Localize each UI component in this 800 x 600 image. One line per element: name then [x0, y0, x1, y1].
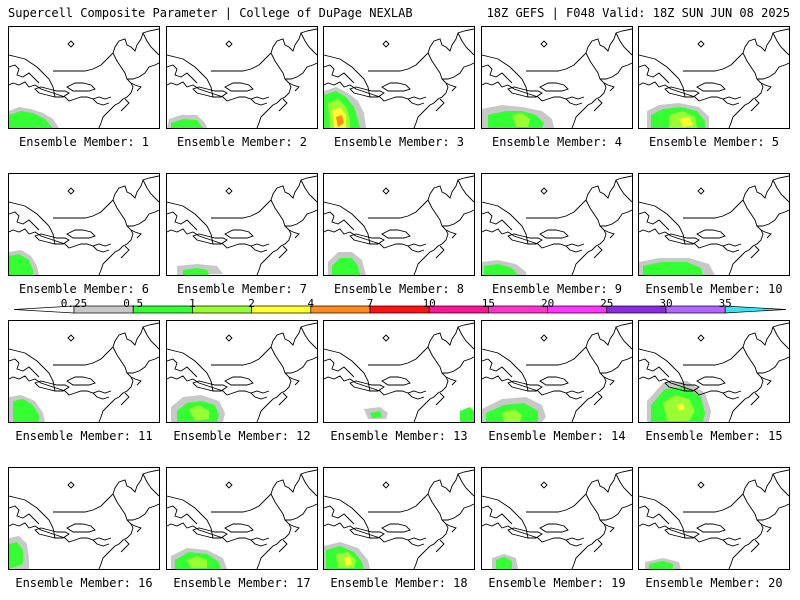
ensemble-member-label: Ensemble Member: 10: [645, 282, 783, 296]
ensemble-map-panel: [481, 467, 633, 570]
ensemble-map-panel: [8, 467, 160, 570]
ensemble-map-panel: [323, 26, 475, 129]
ensemble-member-label: Ensemble Member: 11: [15, 429, 153, 443]
ensemble-member-label: Ensemble Member: 12: [173, 429, 311, 443]
ensemble-map: [639, 469, 789, 569]
run-valid-time: 18Z GEFS | F048 Valid: 18Z SUN JUN 08 20…: [486, 6, 790, 20]
legend-color-swatch: [606, 305, 667, 314]
ensemble-map: [324, 322, 474, 422]
ensemble-member-label: Ensemble Member: 17: [173, 576, 311, 590]
ensemble-map: [482, 322, 632, 422]
legend-color-swatch: [665, 305, 726, 314]
ensemble-map-panel: [481, 320, 633, 423]
ensemble-map: [482, 175, 632, 275]
ensemble-map-panel: [166, 173, 318, 276]
legend-level-label: 20: [540, 297, 555, 310]
legend-level-label: 15: [481, 297, 496, 310]
ensemble-map-panel: [166, 26, 318, 129]
ensemble-map: [9, 175, 159, 275]
legend-level-label: 1: [189, 297, 196, 310]
ensemble-member-label: Ensemble Member: 15: [645, 429, 783, 443]
page-title: Supercell Composite Parameter | College …: [8, 6, 413, 20]
ensemble-member-label: Ensemble Member: 7: [176, 282, 308, 296]
legend-color-swatch: [488, 305, 548, 314]
ensemble-map: [639, 28, 789, 128]
ensemble-map-panel: [8, 26, 160, 129]
legend-level-label: 4: [307, 297, 315, 310]
ensemble-member-label: Ensemble Member: 14: [488, 429, 626, 443]
ensemble-member-label: Ensemble Member: 9: [491, 282, 623, 296]
ensemble-member-label: Ensemble Member: 1: [18, 135, 150, 149]
ensemble-map: [482, 469, 632, 569]
ensemble-member-label: Ensemble Member: 18: [330, 576, 468, 590]
legend-level-label: 25: [600, 297, 614, 310]
ensemble-map: [639, 175, 789, 275]
legend-level-label: 0.25: [60, 297, 88, 310]
legend-level-label: 35: [718, 297, 732, 310]
ensemble-map-panel: [323, 467, 475, 570]
ensemble-member-label: Ensemble Member: 13: [330, 429, 468, 443]
ensemble-member-label: Ensemble Member: 16: [15, 576, 153, 590]
ensemble-member-label: Ensemble Member: 2: [176, 135, 308, 149]
legend-level-label: 7: [366, 297, 374, 310]
ensemble-map-panel: [638, 467, 790, 570]
ensemble-map-panel: [638, 173, 790, 276]
ensemble-member-label: Ensemble Member: 8: [333, 282, 465, 296]
ensemble-map-panel: [323, 320, 475, 423]
ensemble-map-panel: [323, 173, 475, 276]
ensemble-member-label: Ensemble Member: 5: [648, 135, 780, 149]
ensemble-member-label: Ensemble Member: 3: [333, 135, 465, 149]
legend-color-swatch: [310, 305, 371, 314]
ensemble-map: [324, 28, 474, 128]
ensemble-map-panel: [8, 320, 160, 423]
legend-color-swatch: [369, 305, 430, 314]
legend-level-label: 10: [422, 297, 436, 310]
ensemble-map: [324, 175, 474, 275]
legend-level-label: 0.5: [123, 297, 144, 310]
ensemble-map-panel: [166, 467, 318, 570]
legend-level-label: 2: [248, 297, 255, 310]
ensemble-member-label: Ensemble Member: 4: [491, 135, 623, 149]
ensemble-map-panel: [8, 173, 160, 276]
ensemble-map: [639, 322, 789, 422]
ensemble-member-label: Ensemble Member: 6: [18, 282, 150, 296]
ensemble-map: [9, 322, 159, 422]
ensemble-map: [482, 28, 632, 128]
ensemble-map: [167, 469, 317, 569]
legend-color-swatch: [547, 305, 608, 314]
ensemble-map-panel: [481, 26, 633, 129]
legend-color-swatch: [251, 305, 312, 314]
ensemble-map: [9, 28, 159, 128]
color-legend-bar: [13, 305, 787, 314]
ensemble-map: [9, 469, 159, 569]
ensemble-member-label: Ensemble Member: 19: [488, 576, 626, 590]
ensemble-map-panel: [638, 320, 790, 423]
ensemble-map: [167, 322, 317, 422]
ensemble-map-panel: [481, 173, 633, 276]
legend-level-label: 30: [659, 297, 673, 310]
legend-color-swatch: [428, 305, 489, 314]
ensemble-map: [324, 469, 474, 569]
ensemble-map-panel: [638, 26, 790, 129]
legend-over-arrow: [724, 305, 787, 314]
ensemble-map-panel: [166, 320, 318, 423]
ensemble-map: [167, 28, 317, 128]
ensemble-map: [167, 175, 317, 275]
ensemble-member-label: Ensemble Member: 20: [645, 576, 783, 590]
legend-color-swatch: [192, 305, 252, 314]
